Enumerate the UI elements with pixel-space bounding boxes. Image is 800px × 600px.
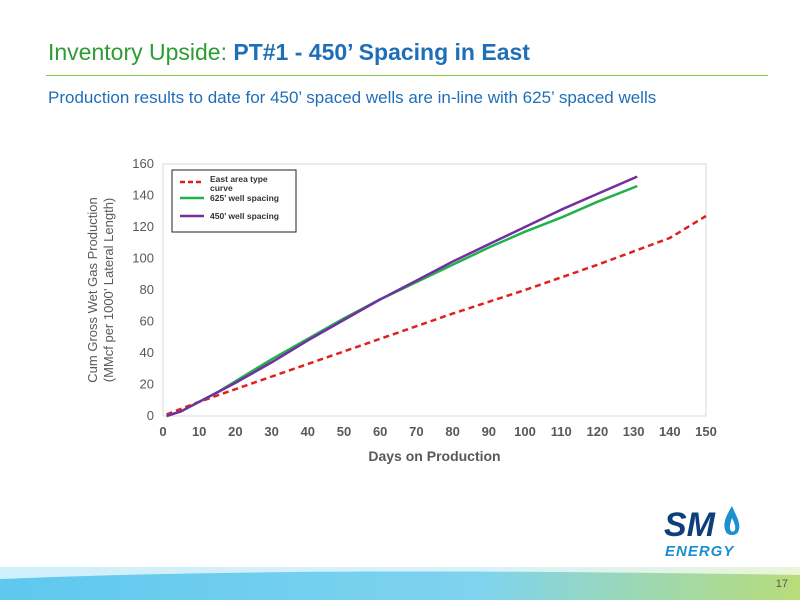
y-tick-label: 120 (132, 219, 154, 234)
logo-energy-text: ENERGY (665, 543, 735, 560)
legend-box (171, 169, 297, 233)
flame-icon (724, 506, 740, 535)
slide-title: Inventory Upside: PT#1 - 450’ Spacing in… (48, 38, 530, 66)
x-tick-label: 140 (659, 424, 681, 439)
x-tick-label: 50 (337, 424, 351, 439)
logo-sm-text: SM (664, 506, 716, 544)
y-tick-label: 140 (132, 188, 154, 203)
x-tick-label: 10 (192, 424, 206, 439)
x-tick-label: 110 (551, 424, 572, 439)
x-tick-label: 40 (301, 424, 315, 439)
x-tick-label: 100 (514, 424, 536, 439)
x-tick-label: 60 (373, 424, 387, 439)
x-tick-label: 30 (264, 424, 278, 439)
y-tick-label: 0 (147, 408, 154, 423)
y-axis-label-line2: (MMcf per 1000’ Lateral Length) (101, 198, 116, 383)
y-tick-label: 20 (140, 377, 154, 392)
sm-energy-logo: SM ENERGY (664, 506, 740, 560)
y-axis-label-line1: Cum Gross Wet Gas Production (85, 197, 100, 382)
x-tick-label: 20 (228, 424, 242, 439)
x-tick-label: 80 (445, 424, 459, 439)
legend-label-1: East area type curve (210, 174, 268, 193)
title-divider (46, 75, 768, 76)
x-tick-label: 70 (409, 424, 423, 439)
x-tick-label: 0 (159, 424, 166, 439)
page-number: 17 (775, 578, 788, 590)
slide-subtitle: Production results to date for 450’ spac… (48, 88, 657, 107)
x-axis-label: Days on Production (368, 448, 500, 464)
y-tick-label: 160 (132, 156, 154, 171)
y-tick-label: 80 (140, 282, 154, 297)
x-tick-label: 150 (695, 424, 717, 439)
title-prefix: Inventory Upside: (48, 39, 234, 65)
x-tick-label: 130 (623, 424, 645, 439)
legend-label-2: 625’ well spacing (210, 193, 279, 203)
series-line-3 (166, 175, 638, 418)
y-tick-label: 40 (140, 345, 154, 360)
legend-label-3: 450’ well spacing (210, 211, 279, 221)
x-tick-label: 120 (587, 424, 609, 439)
production-chart: 0 20 40 60 80 100 120 140 160 0 10 20 30 40 50 60 70 80 90… (85, 156, 717, 464)
y-tick-label: 60 (140, 314, 154, 329)
y-tick-label: 100 (132, 251, 154, 266)
title-main: PT#1 - 450’ Spacing in East (233, 39, 530, 65)
x-tick-label: 90 (482, 424, 496, 439)
footer-band (0, 567, 800, 600)
plot-area (162, 163, 707, 417)
series-line-1 (166, 214, 707, 416)
